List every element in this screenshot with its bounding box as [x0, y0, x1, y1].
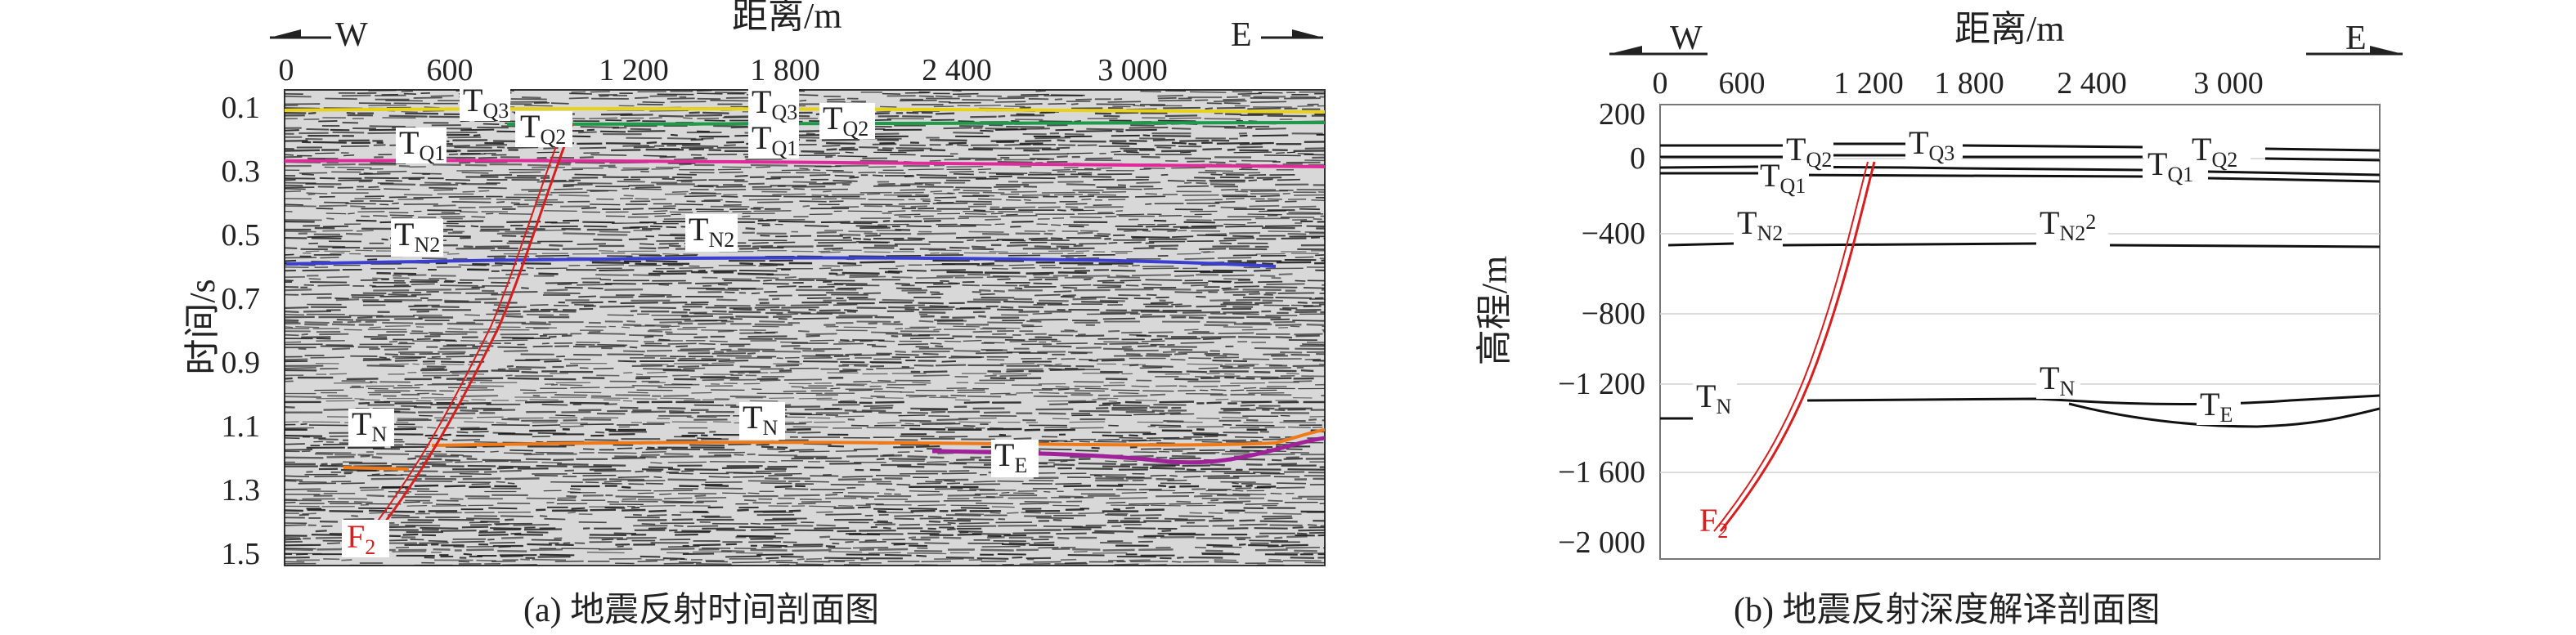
- y-tick-label: 0.3: [222, 154, 261, 189]
- horizon-tn-line: [1660, 394, 2380, 420]
- y-tick-label: 1.5: [222, 537, 261, 571]
- x-tick-label: 0: [1653, 66, 1668, 101]
- horizon-label-tq2-2: TQ2: [819, 100, 875, 141]
- y-tick-label: 200: [1599, 97, 1645, 132]
- y-tick-label: 0.9: [222, 346, 261, 380]
- x-tick-label: 0: [279, 53, 294, 87]
- horizon-tq3-line: [1660, 142, 2380, 152]
- horizon-tq2-line: [1660, 154, 2380, 162]
- fault-label-f2: F2: [342, 518, 389, 559]
- x-tick-labels: 0 600 1 200 1 800 2 400 3 000: [279, 53, 1168, 87]
- horizon-te-line: [2068, 402, 2380, 428]
- svg-text:F2: F2: [347, 518, 375, 559]
- horizon-label-tq1-2: TQ1: [748, 119, 799, 160]
- fault-f2-line: [1713, 161, 1876, 532]
- x-tick-label: 1 800: [750, 53, 820, 87]
- y-axis-title: 时间/s: [182, 279, 222, 374]
- y-tick-label: −1 600: [1558, 455, 1645, 490]
- fault-f2-line: [383, 123, 574, 524]
- x-tick-label: 2 400: [2057, 66, 2127, 101]
- x-tick-label: 600: [1719, 66, 1766, 101]
- horizon-label-tn: TN: [348, 405, 394, 446]
- horizon-tn2-line: [1667, 242, 2380, 248]
- y-tick-labels: 0.1 0.3 0.5 0.7 0.9 1.1 1.3 1.5: [222, 91, 261, 571]
- x-tick-label: 1 800: [1934, 66, 2004, 101]
- y-tick-label: −800: [1582, 297, 1645, 331]
- x-tick-label: 3 000: [1097, 53, 1168, 87]
- y-tick-label: −400: [1582, 217, 1645, 251]
- y-tick-label: 0.1: [222, 91, 261, 125]
- y-tick-label: −2 000: [1558, 525, 1645, 560]
- panel-b: W E 距离/m 0 600 1 200 1 800 2 400 3 000 2000−4…: [1474, 9, 2403, 629]
- horizon-label-tq2: TQ2: [515, 108, 572, 149]
- y-tick-label: 1.3: [222, 473, 261, 508]
- direction-label-west: W: [1670, 20, 1703, 57]
- horizon-label-tn-2: TN: [2036, 360, 2080, 400]
- interpreted-horizons: [1660, 142, 2380, 428]
- horizon-label-tq3-2: TQ3: [748, 83, 799, 124]
- caption-a: (a) 地震反射时间剖面图: [523, 592, 879, 629]
- depth-gridlines: [1660, 158, 2380, 473]
- west-arrow-icon: [1609, 46, 1708, 56]
- horizon-label-tn-2: TN: [739, 399, 785, 440]
- east-arrow-icon: [1261, 29, 1323, 39]
- fault-f2-line-2: [375, 123, 565, 524]
- y-axis-title: 高程/m: [1474, 256, 1515, 365]
- y-tick-label: −1 200: [1558, 367, 1645, 401]
- horizon-tq1-line: [1660, 165, 2380, 177]
- horizon-label-tn2-2: TN22: [2036, 204, 2108, 245]
- x-axis-title: 距离/m: [1954, 9, 2064, 49]
- x-tick-label: 3 000: [2193, 66, 2264, 101]
- horizon-label-tq3: TQ3: [1905, 124, 1961, 165]
- horizon-label-te: TE: [991, 436, 1039, 477]
- panel-a: W E 距离/m 0 600 1 200 1 800 2 400 3 000 0.1 0.3…: [182, 0, 1326, 629]
- horizon-label-tn2: TN2: [391, 216, 443, 257]
- x-tick-label: 1 200: [599, 53, 669, 87]
- y-tick-label: 0.7: [222, 282, 261, 316]
- horizon-tn-line: [343, 428, 1325, 471]
- seismic-texture: [285, 90, 1325, 566]
- horizon-label-tq3: TQ3: [460, 82, 510, 123]
- horizon-label-tq2-2: TQ2: [2192, 131, 2251, 172]
- x-tick-label: 2 400: [922, 53, 992, 87]
- horizon-tn2-line: [285, 256, 1277, 268]
- horizon-tq2-line: [506, 120, 1325, 126]
- east-arrow-icon: [2306, 46, 2403, 56]
- x-axis-title: 距离/m: [732, 0, 841, 36]
- svg-text:TN: TN: [2040, 360, 2075, 400]
- horizon-tq1-line: [285, 159, 1325, 168]
- y-tick-label: 1.1: [222, 409, 261, 444]
- horizon-label-te: TE: [2197, 386, 2241, 427]
- horizon-label-tq1: TQ1: [396, 124, 447, 165]
- direction-label-west: W: [335, 16, 368, 54]
- horizon-label-tn2-2: TN2: [685, 211, 738, 252]
- x-tick-labels: 0 600 1 200 1 800 2 400 3 000: [1653, 66, 2264, 101]
- direction-label-east: E: [2345, 20, 2367, 57]
- horizon-label-tq1: TQ1: [1758, 157, 1809, 198]
- horizon-tq1b-line: [1660, 172, 2380, 183]
- horizon-label-tn2: TN2: [1734, 204, 1788, 245]
- caption-b: (b) 地震反射深度解译剖面图: [1734, 592, 2160, 629]
- direction-label-east: E: [1231, 16, 1252, 54]
- y-tick-labels: 200 0 −400 −800 −1 200 −1 600 −2 000: [1558, 97, 1645, 560]
- x-tick-label: 1 200: [1833, 66, 1904, 101]
- y-tick-label: 0: [1630, 141, 1645, 176]
- west-arrow-icon: [270, 29, 331, 39]
- horizon-label-tn: TN: [1693, 378, 1737, 418]
- x-tick-label: 600: [427, 53, 473, 87]
- y-tick-label: 0.5: [222, 218, 261, 253]
